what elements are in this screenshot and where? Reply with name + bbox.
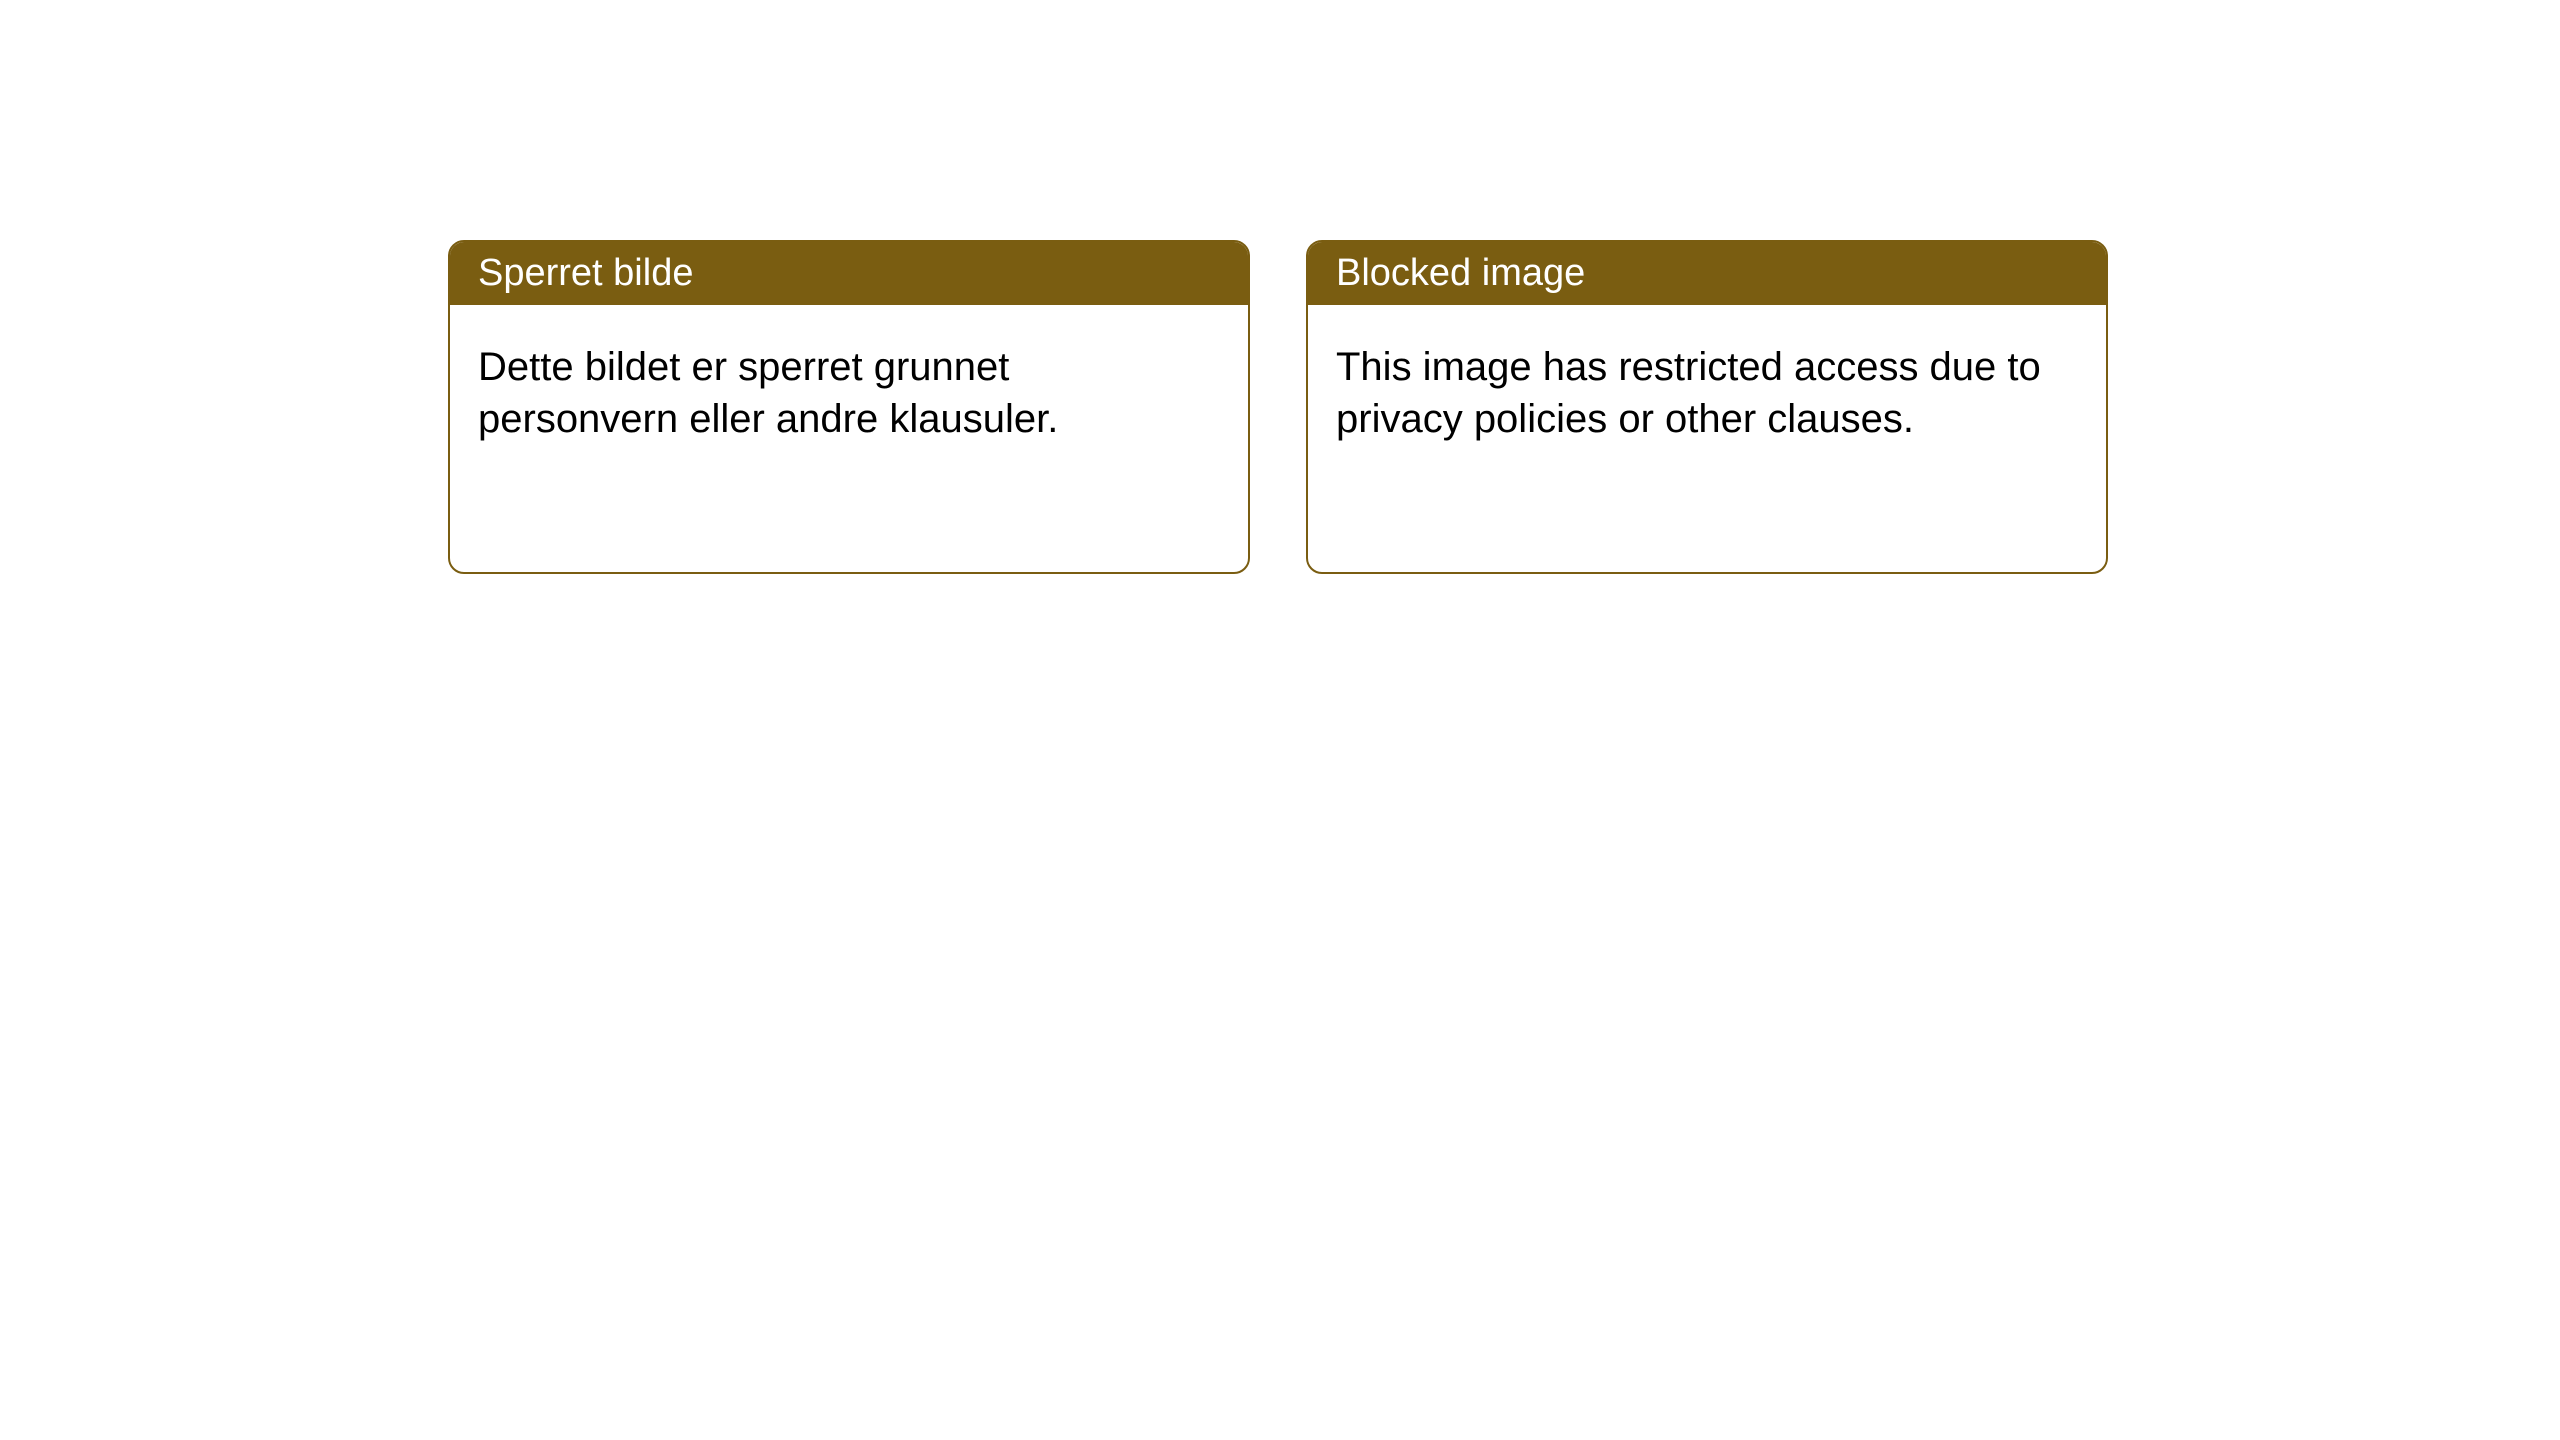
notice-card-english: Blocked image This image has restricted … [1306,240,2108,574]
notice-title-norwegian: Sperret bilde [450,242,1248,305]
notice-body-norwegian: Dette bildet er sperret grunnet personve… [450,305,1248,481]
notice-title-english: Blocked image [1308,242,2106,305]
blocked-image-notices: Sperret bilde Dette bildet er sperret gr… [448,240,2108,574]
notice-card-norwegian: Sperret bilde Dette bildet er sperret gr… [448,240,1250,574]
notice-body-english: This image has restricted access due to … [1308,305,2106,481]
